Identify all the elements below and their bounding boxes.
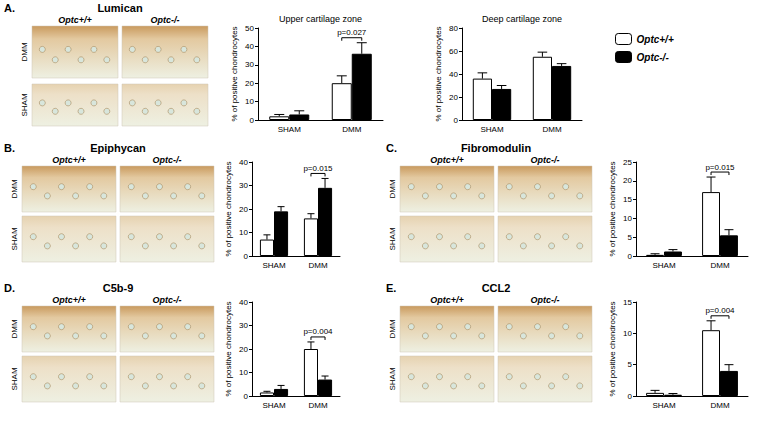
svg-text:Optc-/-: Optc-/- <box>153 155 182 165</box>
svg-text:Optc-/-: Optc-/- <box>151 15 180 25</box>
svg-text:DMM: DMM <box>388 179 397 198</box>
svg-text:B.: B. <box>4 142 15 154</box>
svg-text:D.: D. <box>4 282 15 294</box>
svg-text:E.: E. <box>386 282 396 294</box>
svg-text:SHAM: SHAM <box>20 93 29 116</box>
svg-text:SHAM: SHAM <box>278 125 301 134</box>
svg-text:Optc+/+: Optc+/+ <box>637 34 674 45</box>
svg-text:0: 0 <box>244 392 249 401</box>
svg-text:Optc+/+: Optc+/+ <box>430 155 464 165</box>
svg-text:SHAM: SHAM <box>652 401 675 410</box>
svg-text:% of positive chondrocytes: % of positive chondrocytes <box>224 161 233 256</box>
svg-text:0: 0 <box>244 252 249 261</box>
svg-text:p=0.015: p=0.015 <box>303 164 333 173</box>
svg-text:p=0.004: p=0.004 <box>705 306 735 315</box>
svg-text:0: 0 <box>628 392 633 401</box>
svg-text:p=0.027: p=0.027 <box>337 28 367 37</box>
svg-text:15: 15 <box>623 298 632 307</box>
svg-text:Optc-/-: Optc-/- <box>531 295 560 305</box>
svg-text:DMM: DMM <box>388 319 397 338</box>
svg-text:DMM: DMM <box>10 179 19 198</box>
svg-text:Optc+/+: Optc+/+ <box>58 15 92 25</box>
svg-text:p=0.004: p=0.004 <box>303 327 333 336</box>
svg-text:30: 30 <box>239 181 248 190</box>
svg-text:Lumican: Lumican <box>97 2 143 14</box>
svg-text:% of positive chondrocytes: % of positive chondrocytes <box>230 26 239 121</box>
svg-text:20: 20 <box>239 345 248 354</box>
svg-text:0: 0 <box>454 116 459 125</box>
svg-text:SHAM: SHAM <box>388 227 397 250</box>
svg-text:SHAM: SHAM <box>652 261 675 270</box>
svg-text:10: 10 <box>239 368 248 377</box>
svg-text:10: 10 <box>239 228 248 237</box>
svg-text:0: 0 <box>628 252 633 261</box>
svg-text:5: 5 <box>628 233 633 242</box>
svg-text:Optc+/+: Optc+/+ <box>52 295 86 305</box>
svg-text:30: 30 <box>245 60 254 69</box>
svg-text:C.: C. <box>386 142 397 154</box>
svg-text:Upper cartilage zone: Upper cartilage zone <box>279 14 362 24</box>
svg-text:40: 40 <box>239 158 248 167</box>
svg-text:DMM: DMM <box>20 42 29 61</box>
svg-text:DMM: DMM <box>710 401 729 410</box>
svg-text:DMM: DMM <box>542 125 561 134</box>
svg-text:5: 5 <box>628 360 633 369</box>
svg-text:20: 20 <box>449 93 458 102</box>
svg-text:A.: A. <box>4 2 15 14</box>
svg-text:DMM: DMM <box>342 125 361 134</box>
svg-text:Optc-/-: Optc-/- <box>637 52 670 63</box>
svg-text:DMM: DMM <box>308 261 327 270</box>
svg-text:50: 50 <box>245 24 254 33</box>
svg-text:0: 0 <box>250 116 255 125</box>
svg-text:SHAM: SHAM <box>262 401 285 410</box>
svg-text:Deep cartilage zone: Deep cartilage zone <box>482 14 562 24</box>
svg-text:30: 30 <box>239 321 248 330</box>
svg-text:20: 20 <box>623 176 632 185</box>
svg-text:10: 10 <box>245 97 254 106</box>
svg-text:SHAM: SHAM <box>10 227 19 250</box>
svg-text:20: 20 <box>239 205 248 214</box>
svg-text:SHAM: SHAM <box>480 125 503 134</box>
svg-text:25: 25 <box>623 158 632 167</box>
svg-text:40: 40 <box>449 70 458 79</box>
svg-text:SHAM: SHAM <box>262 261 285 270</box>
svg-text:DMM: DMM <box>10 319 19 338</box>
svg-text:Epiphycan: Epiphycan <box>90 142 146 154</box>
svg-text:10: 10 <box>623 329 632 338</box>
svg-text:40: 40 <box>245 42 254 51</box>
svg-text:DMM: DMM <box>710 261 729 270</box>
svg-text:CCL2: CCL2 <box>482 282 511 294</box>
svg-text:15: 15 <box>623 195 632 204</box>
svg-text:SHAM: SHAM <box>10 367 19 390</box>
svg-text:p=0.015: p=0.015 <box>705 163 735 172</box>
svg-text:SHAM: SHAM <box>388 367 397 390</box>
svg-text:Optc+/+: Optc+/+ <box>430 295 464 305</box>
svg-text:% of positive chondrocytes: % of positive chondrocytes <box>434 26 443 121</box>
svg-text:10: 10 <box>623 214 632 223</box>
svg-text:20: 20 <box>245 79 254 88</box>
svg-text:% of positive chondrocytes: % of positive chondrocytes <box>224 301 233 396</box>
svg-text:DMM: DMM <box>308 401 327 410</box>
svg-text:80: 80 <box>449 24 458 33</box>
svg-text:40: 40 <box>239 298 248 307</box>
svg-text:% of positive chondrocytes: % of positive chondrocytes <box>608 301 617 396</box>
svg-text:Optc-/-: Optc-/- <box>153 295 182 305</box>
svg-text:60: 60 <box>449 47 458 56</box>
svg-text:Optc-/-: Optc-/- <box>531 155 560 165</box>
svg-text:C5b-9: C5b-9 <box>103 282 134 294</box>
svg-text:Fibromodulin: Fibromodulin <box>461 142 532 154</box>
svg-text:% of positive chondrocytes: % of positive chondrocytes <box>608 161 617 256</box>
svg-text:Optc+/+: Optc+/+ <box>52 155 86 165</box>
